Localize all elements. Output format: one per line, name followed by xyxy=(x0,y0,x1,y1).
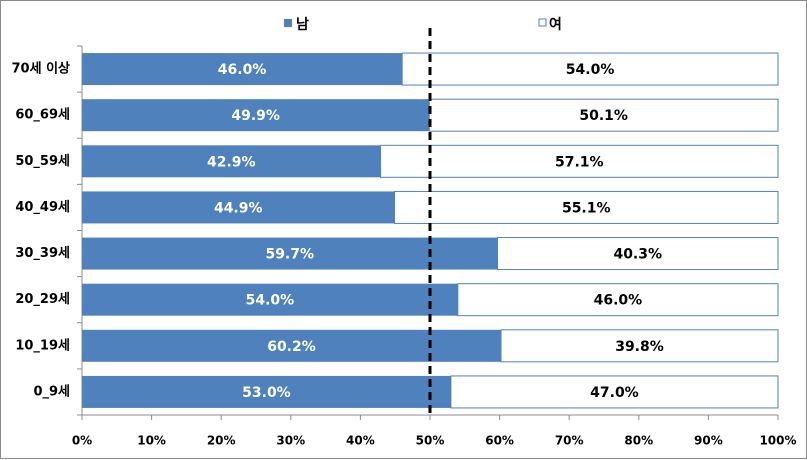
data-label-female: 39.8% xyxy=(615,339,664,355)
legend-label-female: 여 xyxy=(549,16,562,33)
bar-female xyxy=(394,190,779,224)
data-label-male: 46.0% xyxy=(218,62,267,78)
legend-swatch-female xyxy=(538,18,547,27)
category-label: 30_39세 xyxy=(15,246,70,261)
data-label-female: 55.1% xyxy=(562,200,611,216)
legend-swatch-male xyxy=(284,19,292,27)
bar-male xyxy=(82,375,451,408)
bar-male xyxy=(82,237,498,270)
bar-male xyxy=(82,53,403,86)
bar-female xyxy=(380,144,779,178)
data-label-male: 60.2% xyxy=(267,339,316,355)
bar-female xyxy=(428,98,779,132)
x-tick-label: 20% xyxy=(207,434,236,448)
bar-male xyxy=(82,99,430,132)
data-label-male: 44.9% xyxy=(214,200,263,216)
data-label-male: 42.9% xyxy=(207,154,256,170)
x-tick-label: 40% xyxy=(346,434,375,448)
x-tick-label: 70% xyxy=(555,434,584,448)
data-label-male: 59.7% xyxy=(265,247,314,263)
bar-female xyxy=(457,283,779,317)
bar-female xyxy=(497,237,779,271)
bar-male xyxy=(82,191,395,224)
data-label-female: 40.3% xyxy=(613,247,662,263)
data-label-female: 46.0% xyxy=(594,293,643,309)
bar-male xyxy=(82,283,458,316)
x-tick-label: 10% xyxy=(137,434,166,448)
category-label: 40_49세 xyxy=(15,200,70,215)
data-label-male: 54.0% xyxy=(246,293,295,309)
x-tick-label: 60% xyxy=(485,434,514,448)
category-label: 0_9세 xyxy=(33,384,70,399)
data-label-female: 57.1% xyxy=(555,154,604,170)
data-label-female: 50.1% xyxy=(579,108,628,124)
bar-female xyxy=(450,375,779,409)
category-label: 50_59세 xyxy=(15,154,70,169)
data-label-male: 53.0% xyxy=(242,385,291,401)
bar-male xyxy=(82,145,381,178)
bar-female xyxy=(401,52,779,86)
x-tick-label: 80% xyxy=(624,434,653,448)
x-tick-label: 90% xyxy=(694,434,723,448)
category-label: 20_29세 xyxy=(15,292,70,307)
data-label-male: 49.9% xyxy=(231,108,280,124)
category-label: 10_19세 xyxy=(15,338,70,353)
x-tick-label: 100% xyxy=(759,434,796,448)
category-label: 60_69세 xyxy=(15,108,70,123)
bar-female xyxy=(500,329,779,363)
legend-label-male: 남 xyxy=(296,16,309,33)
data-label-female: 54.0% xyxy=(566,62,615,78)
x-tick-label: 30% xyxy=(276,434,305,448)
category-label: 70세 이상 xyxy=(12,61,71,77)
data-label-female: 47.0% xyxy=(590,385,639,401)
x-tick-label: 50% xyxy=(416,434,445,448)
x-tick-label: 0% xyxy=(72,434,92,448)
